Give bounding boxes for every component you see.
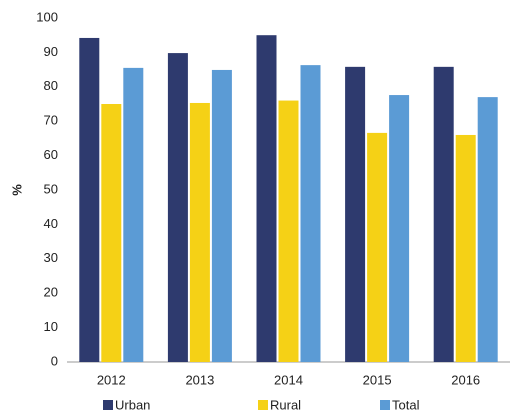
bar bbox=[477, 97, 498, 363]
y-tick-label: 10 bbox=[44, 319, 58, 334]
y-tick-label: 20 bbox=[44, 285, 58, 300]
bar bbox=[211, 69, 232, 362]
legend-swatch bbox=[103, 400, 113, 410]
bar bbox=[367, 132, 388, 362]
y-tick-label: 40 bbox=[44, 216, 58, 231]
y-tick-label: 30 bbox=[44, 250, 58, 265]
bar bbox=[189, 102, 210, 362]
bar bbox=[278, 100, 299, 362]
bar bbox=[300, 65, 321, 363]
y-tick-label: 60 bbox=[44, 147, 58, 162]
y-tick-label: 70 bbox=[44, 113, 58, 128]
legend-label: Rural bbox=[270, 397, 301, 412]
bar bbox=[79, 37, 100, 363]
x-tick-label: 2014 bbox=[274, 372, 303, 387]
bar bbox=[389, 95, 410, 362]
bar bbox=[123, 67, 144, 362]
y-tick-label: 80 bbox=[44, 78, 58, 93]
y-tick-label: 50 bbox=[44, 181, 58, 196]
bar bbox=[433, 66, 454, 363]
y-tick-label: 0 bbox=[51, 353, 58, 368]
bar bbox=[455, 134, 476, 362]
legend-swatch bbox=[380, 400, 390, 410]
legend-swatch bbox=[258, 400, 268, 410]
bar bbox=[345, 66, 366, 363]
legend-label: Total bbox=[392, 397, 420, 412]
legend-label: Urban bbox=[115, 397, 150, 412]
y-tick-label: 100 bbox=[36, 9, 58, 24]
x-tick-label: 2013 bbox=[185, 372, 214, 387]
y-axis-label: % bbox=[9, 184, 24, 196]
x-tick-label: 2016 bbox=[451, 372, 480, 387]
bar bbox=[101, 104, 122, 362]
bar bbox=[167, 53, 188, 362]
x-tick-label: 2012 bbox=[97, 372, 126, 387]
y-tick-label: 90 bbox=[44, 44, 58, 59]
bar bbox=[256, 35, 277, 362]
x-tick-label: 2015 bbox=[363, 372, 392, 387]
